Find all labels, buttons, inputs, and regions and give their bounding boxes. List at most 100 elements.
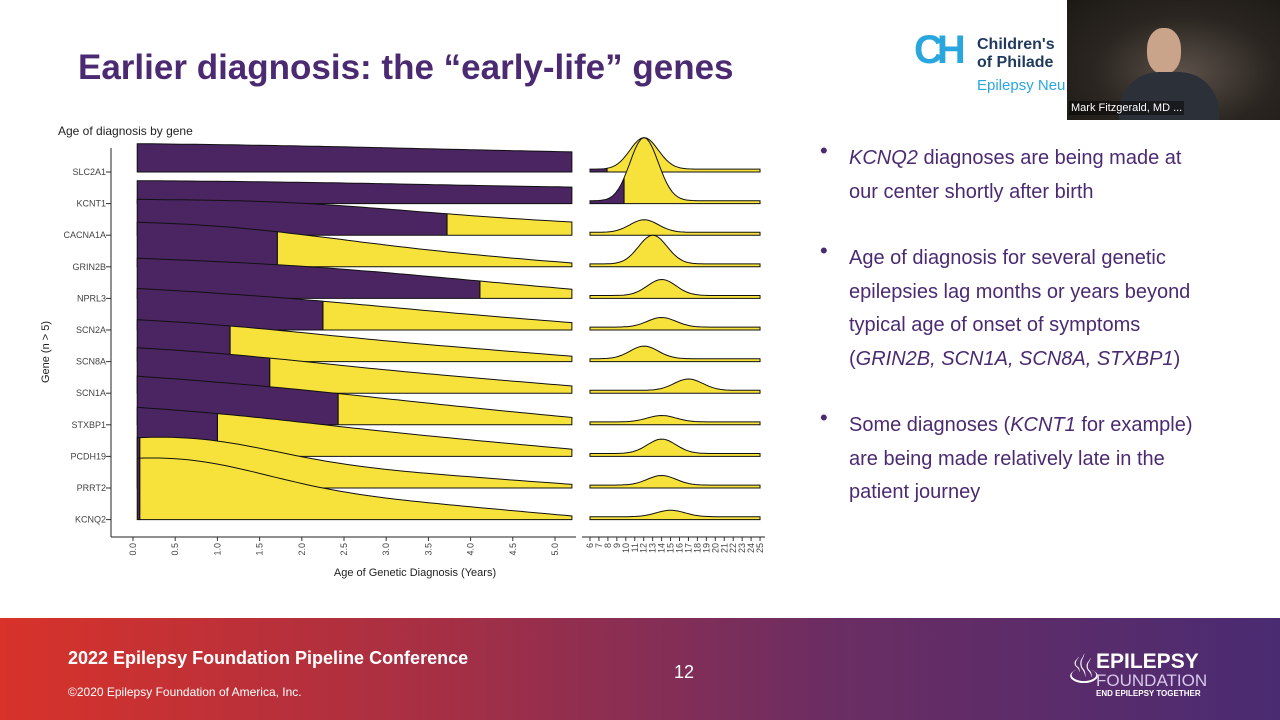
gene-name: KCNT1 (1010, 414, 1076, 436)
x-tick-label: 17 (683, 543, 693, 553)
gene-name: GRIN2B, SCN1A, SCN8A, STXBP1 (855, 347, 1174, 370)
ridge-outline (136, 198, 573, 236)
ridge-outline (589, 316, 761, 331)
ridge-outline (136, 436, 573, 489)
y-tick-label: PRRT2 (77, 483, 106, 493)
x-tick-label: 24 (746, 543, 756, 553)
participant-name: Mark Fitzgerald, MD ... (1069, 101, 1185, 115)
x-axis-label: Age of Genetic Diagnosis (Years) (334, 567, 496, 579)
x-tick-label: 21 (719, 543, 729, 553)
y-tick-label: SCN1A (76, 388, 106, 398)
x-tick-label: 10 (621, 543, 631, 553)
y-tick-label: SCN2A (76, 325, 106, 335)
bullet-text: Age of diagnosis for several genetic epi… (849, 247, 1191, 370)
ridge-outline (136, 375, 573, 426)
ridge-fill-before (137, 180, 572, 204)
ridge-outline (136, 457, 573, 521)
x-tick-label: 4.0 (466, 543, 476, 556)
participant-video-tile[interactable]: Mark Fitzgerald, MD ... (1067, 0, 1280, 120)
ridge-outline (136, 143, 573, 173)
ridge-outline (589, 438, 761, 457)
logo-text: Children's (977, 36, 1055, 53)
x-tick-label: 23 (737, 543, 747, 553)
x-tick-label: 4.5 (508, 543, 518, 556)
x-tick-label: 2.0 (297, 543, 307, 556)
x-tick-label: 0.0 (128, 543, 138, 556)
epilepsy-foundation-logo: ♨ EPILEPSY FOUNDATION END EPILEPSY TOGET… (1066, 640, 1216, 702)
participant-image (1147, 28, 1181, 74)
bullet-list: KCNQ2 diagnoses are being made at our ce… (820, 134, 1200, 543)
y-tick-label: KCNT1 (76, 199, 106, 209)
ridge-outline (136, 257, 573, 299)
y-axis-label: Gene (n > 5) (40, 321, 52, 383)
y-tick-label: CACNA1A (63, 230, 106, 240)
ridge-outline (589, 414, 761, 426)
ridge-fill-before (590, 137, 608, 172)
x-tick-label: 14 (657, 543, 667, 553)
y-tick-label: PCDH19 (70, 451, 106, 461)
y-tick-label: SCN8A (76, 357, 106, 367)
conference-name: 2022 Epilepsy Foundation Pipeline Confer… (68, 648, 469, 668)
bullet-text: ) (1173, 347, 1181, 370)
ridge-outline (589, 234, 761, 268)
x-tick-label: 11 (630, 543, 640, 552)
logo-text: Epilepsy Neu (977, 77, 1066, 94)
ridge-SLC2A1 (136, 137, 761, 173)
bullet-text: Some diagnoses ( (849, 414, 1011, 436)
copyright: ©2020 Epilepsy Foundation of America, In… (68, 685, 302, 699)
x-tick-label: 8 (603, 543, 613, 548)
x-tick-label: 22 (728, 543, 738, 553)
ridge-outline (136, 347, 573, 394)
page-number: 12 (674, 662, 695, 682)
flame-icon: ♨ (1066, 648, 1102, 692)
logo-text: END EPILEPSY TOGETHER (1096, 689, 1201, 698)
ridge-outline (589, 378, 761, 394)
bullet-text: diagnoses are being made at our center s… (849, 147, 1182, 203)
ridge-fill-before (137, 458, 140, 520)
ridge-outline (136, 180, 573, 205)
x-tick-label: 5.0 (550, 543, 560, 556)
y-tick-label: KCNQ2 (75, 515, 106, 525)
ridge-fill-after (624, 137, 761, 204)
x-tick-label: 2.5 (339, 543, 349, 556)
ridge-outline (136, 319, 573, 363)
y-tick-label: STXBP1 (71, 420, 106, 430)
x-tick-label: 25 (755, 543, 765, 553)
ridge-fill-after (590, 415, 761, 425)
x-tick-label: 3.0 (381, 543, 391, 556)
x-tick-label: 18 (692, 543, 702, 553)
x-tick-label: 15 (666, 543, 676, 553)
logo-text: of Philade (977, 54, 1054, 71)
ridge-outline (136, 221, 573, 268)
ridge-fill-after (607, 137, 761, 172)
ridgeline-chart: Age of diagnosis by gene SLC2A1 KCNT1 CACNA… (40, 124, 765, 579)
bullet-item: Age of diagnosis for several genetic epi… (820, 234, 1200, 376)
x-tick-label: 6 (585, 543, 595, 548)
chop-logo-mark: CH (914, 28, 966, 72)
participant-image (1119, 72, 1219, 120)
x-tick-label: 13 (648, 543, 658, 553)
x-tick-label: 19 (701, 543, 711, 553)
x-tick-label: 20 (710, 543, 720, 553)
chop-logo: CH Children's of Philade Epilepsy Neu (914, 26, 1074, 96)
x-tick-label: 7 (594, 543, 604, 548)
y-tick-label: NPRL3 (77, 293, 106, 303)
ridge-outline (589, 137, 761, 205)
x-tick-label: 1.0 (212, 543, 222, 556)
ridge-outline (589, 219, 761, 236)
gene-name: KCNQ2 (849, 147, 918, 169)
x-tick-label: 16 (675, 543, 685, 553)
y-tick-label: GRIN2B (72, 262, 106, 272)
ridge-outline (589, 278, 761, 299)
x-tick-label: 0.5 (170, 543, 180, 556)
x-tick-label: 9 (612, 543, 622, 548)
ridge-outline (589, 474, 761, 489)
bullet-item: KCNQ2 diagnoses are being made at our ce… (820, 134, 1200, 209)
x-tick-label: 1.5 (255, 543, 265, 556)
ridge-outline (589, 509, 761, 521)
bullet-item: Some diagnoses (KCNT1 for example) are b… (820, 401, 1200, 510)
ridge-outline (136, 287, 573, 331)
ridge-outline (589, 345, 761, 363)
bullet-text: for example) are being made relatively l… (849, 414, 1193, 503)
chart-title: Age of diagnosis by gene (58, 124, 193, 138)
